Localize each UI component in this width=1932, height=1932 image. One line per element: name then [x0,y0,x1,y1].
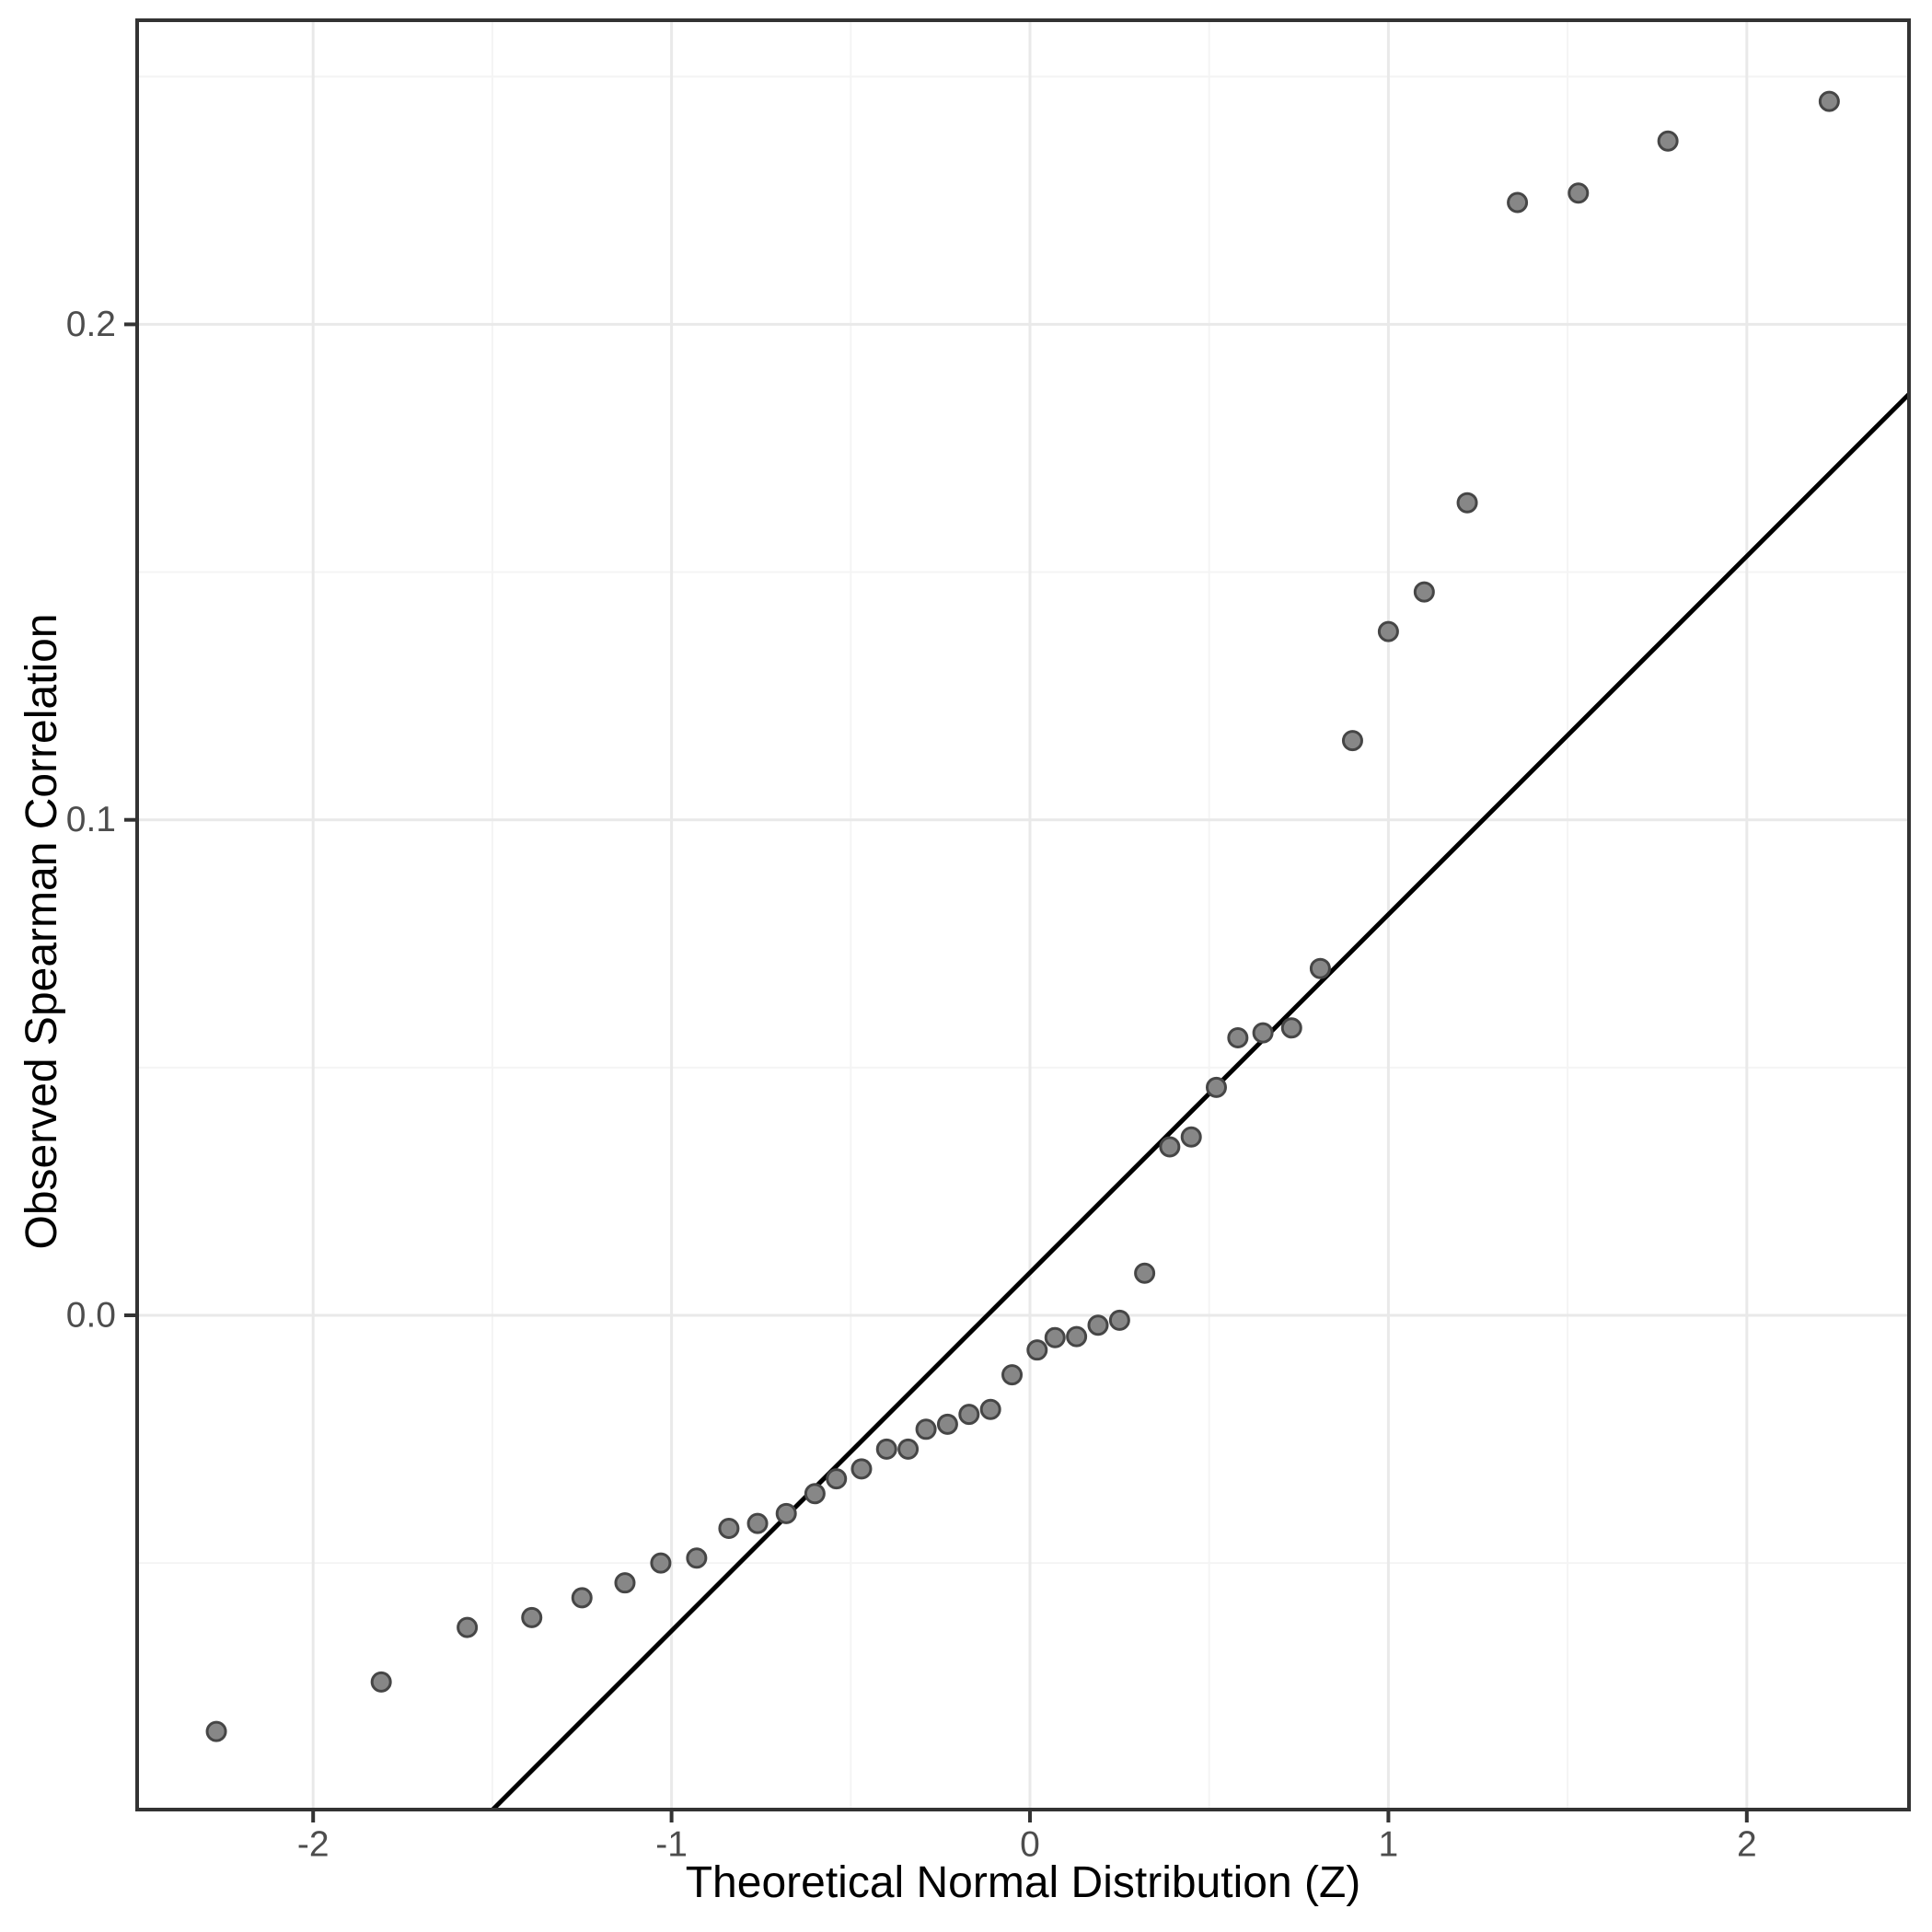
y-tick-label: 0.1 [66,800,116,839]
data-point [875,1438,897,1460]
data-point [826,1468,848,1490]
data-point [1227,1027,1249,1049]
data-point [979,1398,1001,1420]
data-point [897,1438,920,1460]
data-point [1568,182,1590,204]
reference-line [491,392,1911,1811]
x-tick-label: -1 [655,1825,688,1865]
data-point [457,1616,479,1638]
data-point [1377,620,1399,642]
data-point [1087,1314,1109,1336]
data-point [1001,1364,1024,1386]
x-tick-label: 1 [1379,1825,1399,1865]
data-point [1044,1326,1066,1348]
data-point [1066,1325,1088,1348]
data-point [1108,1309,1130,1331]
x-tick-label: 0 [1020,1825,1040,1865]
grid-minor-lines [137,20,1909,1810]
data-point [1180,1126,1202,1148]
data-point [1309,957,1331,979]
data-point [804,1483,826,1505]
y-axis-title: Observed Spearman Correlation [17,613,66,1250]
data-point [936,1413,958,1435]
data-point [1341,730,1363,752]
data-point [1134,1262,1156,1284]
data-point [1026,1339,1048,1361]
data-point [958,1404,980,1426]
data-point [746,1512,769,1534]
panel-border [135,18,1911,1811]
data-point [1456,492,1478,514]
data-point [521,1606,543,1628]
data-point [614,1572,636,1594]
data-point [1657,130,1679,152]
data-point [571,1587,593,1609]
panel-border-rect [135,18,1911,1811]
qq-reference-line [491,392,1911,1811]
axis-ticks [124,322,1749,1822]
data-point [370,1671,392,1693]
data-point [1507,191,1529,214]
data-point [718,1517,740,1539]
y-tick-label: 0.0 [66,1296,116,1336]
grid-major-lines [137,20,1909,1810]
data-point [1818,90,1840,112]
data-point [1413,581,1435,603]
x-tick-label: -2 [297,1825,330,1865]
data-point [1252,1022,1274,1044]
data-point [1159,1136,1181,1158]
data-point [1205,1076,1227,1098]
data-point [775,1502,797,1524]
x-tick-label: 2 [1737,1825,1757,1865]
axis-tick-labels: -2 -1 0 1 2 0.0 0.1 0.2 [66,305,1757,1865]
data-point [686,1547,708,1569]
data-point [1280,1017,1302,1039]
data-point [650,1552,672,1574]
scatter-points [205,90,1840,1742]
y-tick-label: 0.2 [66,305,116,344]
data-point [915,1418,937,1440]
data-point [850,1458,873,1480]
x-axis-title: Theoretical Normal Distribution (Z) [685,1858,1361,1907]
data-point [205,1720,227,1742]
